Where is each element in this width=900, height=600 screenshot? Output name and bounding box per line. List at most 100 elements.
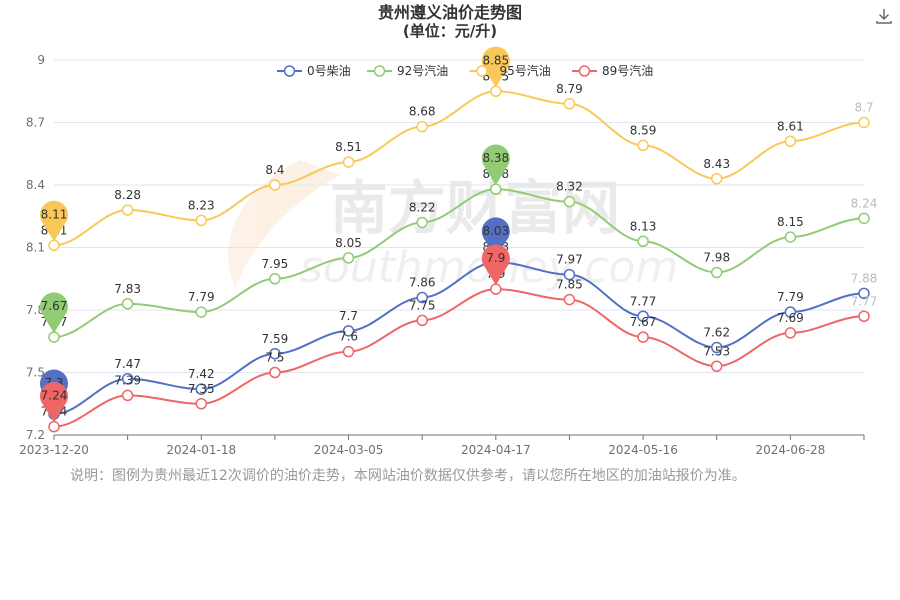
x-tick-label: 2024-03-05 bbox=[314, 443, 384, 457]
data-point bbox=[710, 360, 723, 372]
data-point bbox=[121, 373, 134, 385]
data-label: 7.69 bbox=[777, 311, 804, 325]
max-pin-shape bbox=[481, 46, 510, 88]
min-pin-shape bbox=[40, 382, 68, 423]
data-point bbox=[710, 266, 723, 279]
data-point bbox=[637, 331, 649, 343]
data-point bbox=[48, 331, 60, 343]
data-label: 8.68 bbox=[409, 105, 436, 119]
legend-label: 89号汽油 bbox=[602, 63, 653, 78]
legend-label: 92号汽油 bbox=[397, 63, 448, 78]
download-icon[interactable] bbox=[874, 6, 894, 26]
min-pin-shape bbox=[40, 292, 68, 334]
min-pin: 7.67 bbox=[40, 292, 68, 334]
data-point bbox=[269, 348, 281, 360]
min-pin: 8.11 bbox=[40, 200, 68, 242]
data-label: 7.85 bbox=[556, 278, 583, 292]
data-point bbox=[490, 85, 502, 97]
data-label: 8.32 bbox=[556, 180, 583, 194]
x-tick-label: 2024-06-28 bbox=[755, 443, 825, 457]
max-pin-label: 8.38 bbox=[482, 151, 509, 165]
y-tick-label: 8.1 bbox=[26, 241, 45, 255]
data-label: 8.59 bbox=[630, 123, 657, 137]
data-point bbox=[269, 179, 281, 191]
max-pin-shape bbox=[481, 144, 510, 186]
data-point bbox=[195, 398, 208, 410]
data-label: 7.35 bbox=[188, 382, 215, 396]
data-point bbox=[563, 268, 576, 281]
data-point bbox=[416, 314, 428, 327]
data-label: 8.7 bbox=[854, 101, 873, 115]
data-label: 7.86 bbox=[409, 276, 436, 290]
min-pin-label: 7.24 bbox=[41, 389, 68, 403]
data-label: 8.51 bbox=[335, 140, 362, 154]
data-label: 7.67 bbox=[630, 315, 657, 329]
data-point bbox=[48, 420, 60, 433]
legend-label: 0号柴油 bbox=[307, 64, 351, 78]
min-pin-shape bbox=[40, 200, 68, 242]
data-point bbox=[637, 310, 649, 322]
legend-item[interactable]: 0号柴油 bbox=[277, 64, 351, 78]
x-tick-label: 2024-04-17 bbox=[461, 443, 531, 457]
data-label: 7.88 bbox=[851, 271, 878, 285]
data-label: 7.95 bbox=[262, 257, 289, 271]
data-label: 8.79 bbox=[556, 82, 583, 96]
legend-marker bbox=[578, 65, 591, 77]
data-label: 8.24 bbox=[851, 196, 878, 210]
data-point bbox=[195, 214, 208, 227]
legend-item[interactable]: 95号汽油 bbox=[469, 63, 551, 78]
data-label: 7.75 bbox=[409, 298, 436, 312]
data-point bbox=[121, 204, 134, 216]
data-point bbox=[858, 212, 870, 225]
data-point bbox=[710, 341, 723, 354]
data-point bbox=[784, 306, 797, 318]
data-point bbox=[342, 345, 355, 358]
data-label: 8.28 bbox=[114, 188, 141, 202]
legend-marker bbox=[373, 65, 386, 77]
min-pin-label: 8.11 bbox=[41, 207, 68, 221]
max-pin: 8.85 bbox=[481, 46, 510, 88]
data-label: 7.77 bbox=[630, 294, 657, 308]
chart-title: 贵州遵义油价走势图 bbox=[377, 3, 522, 22]
y-tick-label: 7.2 bbox=[26, 428, 45, 442]
data-label: 7.97 bbox=[556, 253, 583, 267]
max-pin-shape bbox=[481, 244, 510, 286]
data-label: 7.79 bbox=[188, 290, 215, 304]
max-pin-label: 7.9 bbox=[486, 251, 505, 265]
data-point bbox=[784, 327, 797, 339]
data-label: 8.05 bbox=[335, 236, 362, 250]
extreme-markers: 8.037.38.387.678.858.117.97.24 bbox=[40, 46, 510, 423]
data-label: 7.39 bbox=[114, 373, 141, 387]
data-point bbox=[195, 306, 208, 318]
legend-item[interactable]: 89号汽油 bbox=[572, 63, 653, 78]
data-point bbox=[342, 325, 355, 337]
x-tick-label: 2023-12-20 bbox=[19, 443, 89, 457]
data-label: 8.15 bbox=[777, 215, 804, 229]
y-tick-label: 8.7 bbox=[26, 116, 45, 130]
data-label: 7.77 bbox=[851, 294, 878, 308]
data-label: 7.42 bbox=[188, 367, 215, 381]
watermark-logo bbox=[228, 160, 340, 288]
data-point bbox=[490, 283, 502, 295]
data-point bbox=[490, 183, 502, 195]
min-pin-label: 7.67 bbox=[41, 299, 68, 313]
legend-item[interactable]: 92号汽油 bbox=[367, 63, 448, 78]
data-label: 7.7 bbox=[339, 309, 358, 323]
data-point bbox=[784, 231, 797, 243]
chart-title-block: 贵州遵义油价走势图 (单位：元/升) bbox=[0, 3, 900, 41]
data-point bbox=[269, 366, 281, 379]
x-tick-label: 2024-01-18 bbox=[166, 443, 236, 457]
chart-subtitle: (单位：元/升) bbox=[402, 22, 498, 40]
data-point bbox=[121, 298, 134, 310]
data-point bbox=[563, 293, 576, 306]
data-label: 7.62 bbox=[703, 326, 730, 340]
data-point bbox=[416, 216, 428, 229]
data-point bbox=[48, 239, 60, 252]
data-label: 7.83 bbox=[114, 282, 141, 296]
data-point bbox=[858, 287, 870, 300]
data-label: 8.23 bbox=[188, 198, 215, 212]
data-label: 8.61 bbox=[777, 119, 804, 133]
data-label: 7.98 bbox=[703, 251, 730, 265]
data-point bbox=[269, 273, 281, 285]
